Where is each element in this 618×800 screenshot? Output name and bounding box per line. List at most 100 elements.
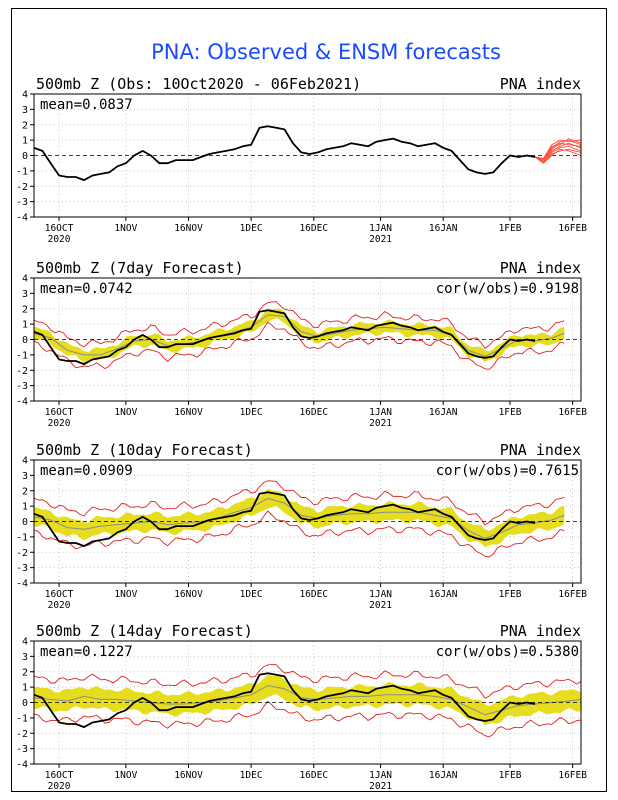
- correlation-stat-label: cor(w/obs)=0.9198: [436, 281, 579, 297]
- x-tick-label: 1NOV: [114, 770, 137, 781]
- y-tick-label: -1: [16, 713, 28, 724]
- y-tick-label: -3: [16, 197, 28, 208]
- y-tick-label: 2: [22, 120, 28, 131]
- y-tick-label: 2: [22, 667, 28, 678]
- panel-title-left: 500mb Z (14day Forecast): [36, 622, 253, 640]
- x-tick-label: 16OCT: [45, 589, 74, 600]
- forecast-member-line: [534, 148, 582, 164]
- y-tick-label: 4: [22, 274, 28, 285]
- x-tick-label: 1NOV: [114, 223, 137, 234]
- y-tick-label: 0: [22, 151, 28, 162]
- x-tick-year-label: 2021: [369, 234, 392, 245]
- y-tick-label: 1: [22, 320, 28, 331]
- y-tick-label: 2: [22, 486, 28, 497]
- y-tick-label: 1: [22, 136, 28, 147]
- x-tick-label: 16DEC: [299, 770, 328, 781]
- y-tick-label: -4: [16, 213, 28, 224]
- observed-pna-line: [33, 125, 536, 181]
- x-tick-label: 16FEB: [558, 407, 587, 418]
- y-tick-label: -1: [16, 166, 28, 177]
- observed-pna-line: [33, 309, 536, 365]
- y-tick-label: 3: [22, 471, 28, 482]
- ensemble-spread-band: [34, 308, 565, 363]
- y-tick-label: -2: [16, 729, 28, 740]
- y-tick-label: -2: [16, 366, 28, 377]
- ensemble-mean-line: [33, 685, 582, 716]
- x-tick-label: 1NOV: [114, 589, 137, 600]
- y-tick-label: -4: [16, 760, 28, 771]
- x-tick-year-label: 2021: [369, 418, 392, 429]
- x-tick-label: 1FEB: [499, 589, 522, 600]
- observed-pna-line: [33, 491, 536, 547]
- panel-title-right: PNA index: [500, 441, 581, 459]
- y-tick-label: -4: [16, 579, 28, 590]
- x-tick-label: 1JAN: [369, 770, 392, 781]
- y-tick-label: -2: [16, 548, 28, 559]
- y-tick-label: -1: [16, 350, 28, 361]
- mean-stat-label: mean=0.0909: [40, 463, 133, 479]
- y-tick-label: 0: [22, 517, 28, 528]
- x-tick-label: 16FEB: [558, 223, 587, 234]
- y-tick-label: 3: [22, 652, 28, 663]
- y-tick-label: 3: [22, 105, 28, 116]
- ensemble-min-line: [33, 700, 582, 738]
- y-tick-label: 1: [22, 683, 28, 694]
- ensemble-mean-line: [33, 314, 565, 357]
- x-tick-label: 1DEC: [240, 770, 263, 781]
- x-tick-year-label: 2020: [48, 418, 71, 429]
- x-tick-label: 16JAN: [429, 223, 458, 234]
- y-tick-label: 4: [22, 90, 28, 101]
- x-tick-year-label: 2020: [48, 234, 71, 245]
- x-tick-label: 16OCT: [45, 407, 74, 418]
- y-tick-label: -3: [16, 744, 28, 755]
- y-tick-label: -4: [16, 397, 28, 408]
- x-tick-year-label: 2020: [48, 600, 71, 611]
- y-tick-label: 4: [22, 456, 28, 467]
- x-tick-label: 16NOV: [174, 770, 203, 781]
- panel-title-left: 500mb Z (10day Forecast): [36, 441, 253, 459]
- observed-pna-line: [33, 672, 536, 728]
- x-tick-label: 16JAN: [429, 407, 458, 418]
- y-tick-label: 1: [22, 502, 28, 513]
- y-tick-label: 2: [22, 304, 28, 315]
- mean-stat-label: mean=0.0837: [40, 97, 133, 113]
- y-tick-label: -1: [16, 532, 28, 543]
- x-tick-label: 1DEC: [240, 407, 263, 418]
- ensemble-max-line: [33, 664, 582, 699]
- panel-title-left: 500mb Z (Obs: 10Oct2020 - 06Feb2021): [36, 75, 361, 93]
- x-tick-year-label: 2021: [369, 781, 392, 792]
- y-tick-label: -3: [16, 381, 28, 392]
- x-tick-label: 1JAN: [369, 589, 392, 600]
- x-tick-label: 16NOV: [174, 407, 203, 418]
- x-tick-label: 1FEB: [499, 407, 522, 418]
- x-tick-label: 16JAN: [429, 589, 458, 600]
- x-tick-label: 16FEB: [558, 770, 587, 781]
- x-tick-label: 16FEB: [558, 589, 587, 600]
- correlation-stat-label: cor(w/obs)=0.5380: [436, 644, 579, 660]
- ensemble-min-line: [33, 321, 565, 370]
- x-tick-label: 1DEC: [240, 223, 263, 234]
- x-tick-label: 1JAN: [369, 407, 392, 418]
- x-tick-label: 1JAN: [369, 223, 392, 234]
- x-tick-label: 1NOV: [114, 407, 137, 418]
- x-tick-label: 16OCT: [45, 223, 74, 234]
- x-tick-label: 16DEC: [299, 223, 328, 234]
- y-tick-label: 0: [22, 335, 28, 346]
- x-tick-label: 16DEC: [299, 589, 328, 600]
- y-tick-label: 4: [22, 637, 28, 648]
- x-tick-label: 1FEB: [499, 770, 522, 781]
- y-tick-label: -3: [16, 563, 28, 574]
- x-tick-label: 16DEC: [299, 407, 328, 418]
- mean-stat-label: mean=0.0742: [40, 281, 133, 297]
- panel-title-right: PNA index: [500, 622, 581, 640]
- figure-border: [11, 8, 607, 792]
- correlation-stat-label: cor(w/obs)=0.7615: [436, 463, 579, 479]
- ensemble-max-line: [33, 301, 565, 349]
- panel-title-right: PNA index: [500, 75, 581, 93]
